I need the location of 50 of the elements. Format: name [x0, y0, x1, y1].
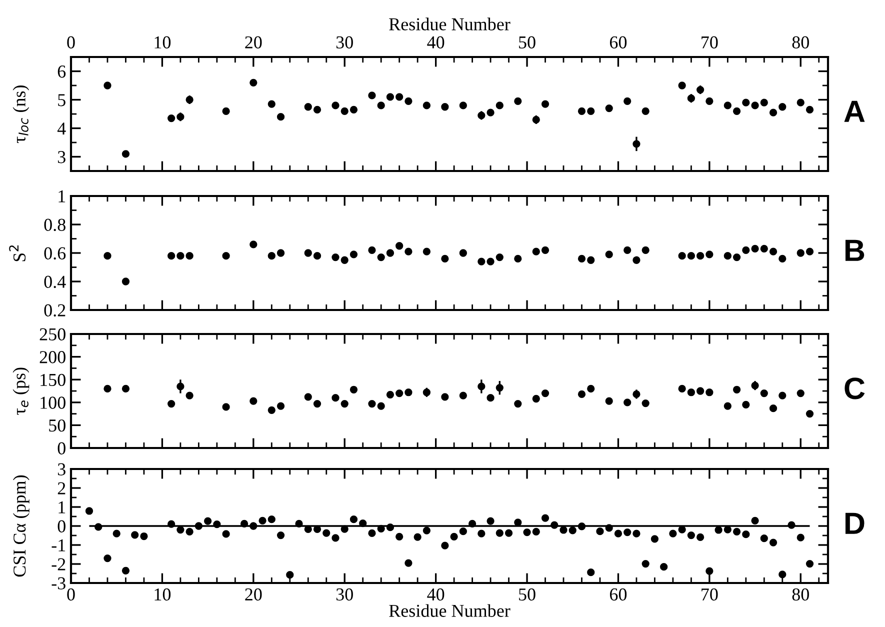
x2-tick-label: 40 — [427, 36, 444, 48]
x-axis-title: Residue Number — [389, 604, 510, 617]
x-tick-label: 30 — [336, 588, 353, 601]
y-tick-label: 4 — [57, 122, 66, 135]
text: A — [844, 100, 865, 122]
y-tick-label: -1 — [52, 539, 66, 552]
y-tick-label: 100 — [40, 396, 66, 409]
y-tick-label: 0 — [58, 442, 66, 454]
y-axis-title: τ$_{loc}$ (ns) — [12, 86, 30, 144]
y-axis-title: S$^{2}$ — [9, 245, 26, 262]
x2-axis-title: Residue Number — [389, 18, 510, 30]
y-tick-label: 0.2 — [44, 304, 66, 317]
x2-tick-label: 20 — [245, 36, 262, 48]
y-tick-label: 5 — [58, 94, 66, 106]
x2-tick-label: 80 — [792, 36, 809, 48]
y-tick-label: 0.8 — [44, 218, 66, 232]
x-tick-label: 50 — [519, 588, 536, 601]
y-tick-label: 250 — [40, 328, 66, 340]
y-tick-label: 1 — [58, 190, 66, 202]
x-tick-label: 80 — [792, 588, 809, 601]
y-tick-label: 0.4 — [44, 276, 66, 288]
y-tick-label: 150 — [40, 374, 66, 386]
y-tick-label: 2 — [58, 482, 66, 494]
y-tick-label: 3 — [58, 463, 66, 476]
x-tick-label: 20 — [245, 588, 262, 601]
x-tick-label: 10 — [154, 588, 171, 601]
x2-tick-label: 70 — [702, 36, 718, 48]
y-tick-label: 6 — [58, 66, 66, 78]
x2-tick-label: 0 — [67, 36, 75, 48]
x-tick-label: 40 — [427, 588, 444, 601]
text: B — [846, 240, 864, 261]
text: D — [846, 512, 864, 534]
y-tick-label: 50 — [49, 419, 66, 432]
x2-tick-label: 10 — [154, 36, 171, 48]
y-tick-label: 1 — [58, 501, 66, 514]
y-tick-label: 0.6 — [44, 247, 66, 260]
y-tick-label: -2 — [52, 558, 66, 570]
y-tick-label: 0 — [58, 520, 66, 532]
x-tick-label: 70 — [702, 588, 718, 601]
x-tick-label: 0 — [67, 588, 75, 601]
x2-tick-label: 50 — [519, 36, 536, 48]
y-tick-label: 200 — [40, 351, 66, 364]
y-tick-label: -3 — [52, 577, 66, 590]
text: C — [844, 378, 865, 400]
x2-tick-label: 30 — [336, 36, 353, 48]
y-tick-label: 3 — [58, 151, 66, 164]
y-axis-title: τ$_{e}$ (ps) — [12, 368, 30, 415]
x2-tick-label: 60 — [610, 36, 627, 48]
x-tick-label: 60 — [610, 588, 627, 601]
y-axis-title: CSI Cα (ppm) — [12, 475, 30, 577]
